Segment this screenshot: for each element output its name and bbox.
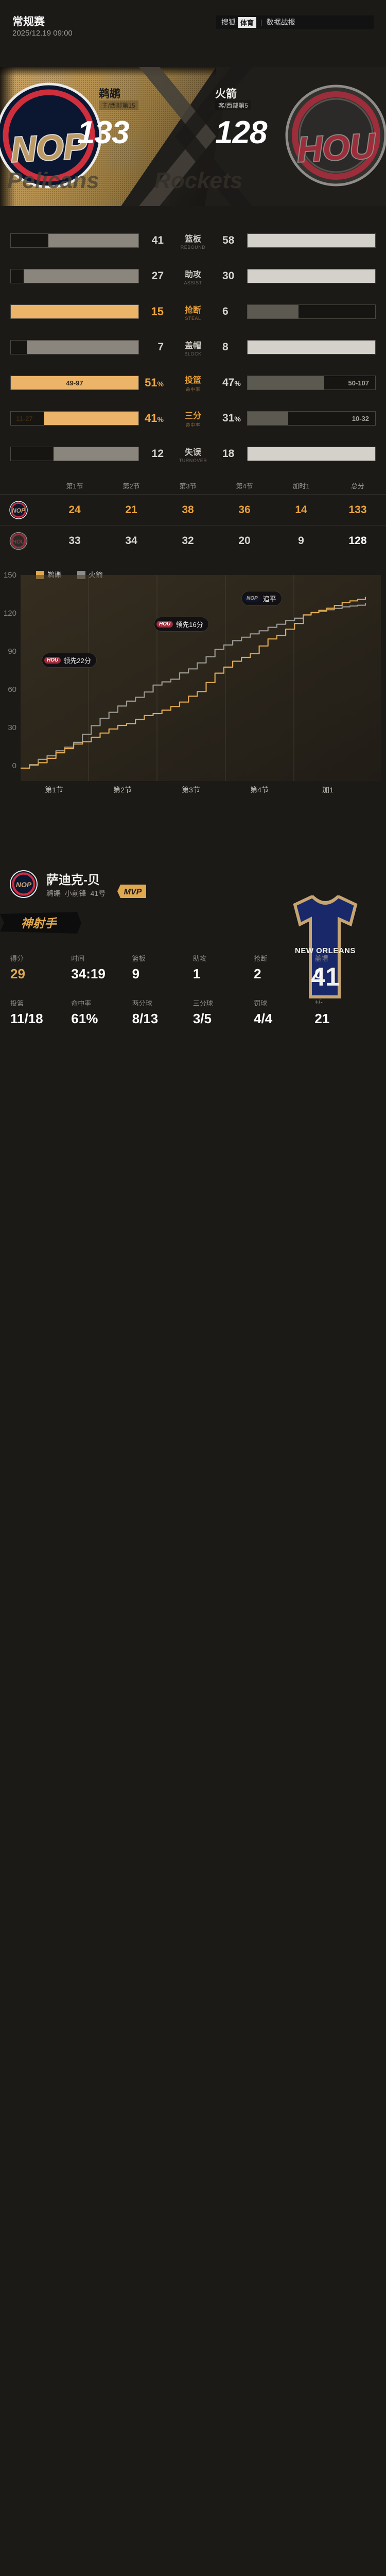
svg-text:HOU: HOU xyxy=(12,539,26,545)
svg-text:加1: 加1 xyxy=(322,786,334,794)
svg-text:第4节: 第4节 xyxy=(250,786,269,794)
svg-text:第1节: 第1节 xyxy=(45,786,63,794)
svg-text:第2节: 第2节 xyxy=(113,786,132,794)
svg-text:60: 60 xyxy=(8,685,16,694)
svg-text:120: 120 xyxy=(4,609,16,618)
svg-text:30: 30 xyxy=(8,723,16,732)
svg-text:NOP: NOP xyxy=(12,507,26,514)
svg-text:NOP: NOP xyxy=(16,880,32,889)
svg-text:NOP: NOP xyxy=(10,126,88,170)
svg-text:第3节: 第3节 xyxy=(182,786,200,794)
svg-text:0: 0 xyxy=(12,761,16,770)
svg-text:HOU: HOU xyxy=(296,126,377,170)
svg-text:神射手: 神射手 xyxy=(21,917,58,930)
svg-text:90: 90 xyxy=(8,647,16,656)
svg-text:MVP: MVP xyxy=(124,888,142,896)
svg-text:150: 150 xyxy=(4,571,16,580)
